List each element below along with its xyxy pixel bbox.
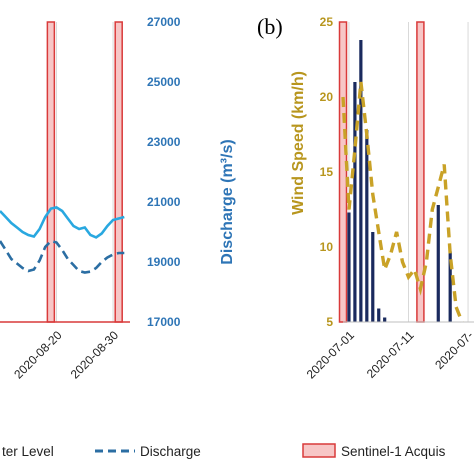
panel-a-discharge-chart: 17000 19000 21000 23000 25000 27000 2020-08-2… (0, 15, 236, 381)
wind-speed-axis-ticks: 5 10 15 20 25 (320, 15, 334, 329)
precipitation-bar (383, 317, 387, 322)
precipitation-bars (347, 40, 452, 322)
precipitation-bar (371, 232, 375, 322)
panel-a-x-tick-label: 2020-08-20 (11, 328, 65, 382)
panel-a-sentinel-bands (46, 21, 123, 323)
discharge-tick-label: 25000 (147, 75, 181, 89)
precipitation-bar (359, 40, 363, 322)
sentinel-acquisition-band (46, 21, 56, 323)
discharge-tick-label: 23000 (147, 135, 181, 149)
legend-sentinel-label: Sentinel-1 Acquis (341, 444, 446, 459)
legend-discharge-label: Discharge (140, 444, 201, 459)
precipitation-bar (377, 308, 381, 322)
discharge-tick-label: 27000 (147, 15, 181, 29)
panel-b-x-tick-label: 2020-07-11 (364, 328, 417, 381)
water-level-line (0, 206, 125, 239)
panel-b-x-tick-label: 2020-07-01 (304, 328, 358, 382)
precipitation-bar (365, 130, 369, 322)
wind-speed-line (341, 81, 464, 323)
legend-right: Sentinel-1 Acquis (302, 443, 446, 459)
discharge-axis-label: Discharge (m³/s) (219, 139, 236, 264)
wind-speed-tick-label: 20 (320, 90, 334, 104)
panel-b-x-ticks: 2020-07-01 2020-07-11 2020-07- (304, 328, 474, 382)
panel-b-label: (b) (257, 14, 283, 39)
legend-left: ter Level Discharge (2, 444, 201, 459)
discharge-tick-label: 21000 (147, 195, 181, 209)
precipitation-bar (353, 82, 357, 322)
precipitation-bar (436, 205, 440, 322)
discharge-tick-label: 17000 (147, 315, 181, 329)
sentinel-acquisition-band (114, 21, 123, 323)
wind-speed-tick-label: 25 (320, 15, 334, 29)
panel-a-gridlines (56, 22, 114, 322)
wind-speed-tick-label: 10 (320, 240, 334, 254)
legend-sentinel-swatch (302, 443, 336, 458)
wind-speed-tick-label: 5 (326, 315, 333, 329)
wind-speed-axis-label: Wind Speed (km/h) (290, 71, 307, 215)
discharge-tick-label: 19000 (147, 255, 181, 269)
precipitation-bar (347, 212, 351, 322)
panel-a-x-ticks: 2020-08-20 2020-08-30 (11, 328, 121, 382)
discharge-axis-ticks: 17000 19000 21000 23000 25000 27000 (147, 15, 181, 329)
sentinel-acquisition-band (338, 21, 348, 323)
wind-speed-tick-label: 15 (320, 165, 334, 179)
panel-b-x-tick-label: 2020-07- (432, 328, 474, 372)
precipitation-bar (448, 251, 452, 322)
discharge-line (0, 239, 125, 274)
panel-a-x-tick-label: 2020-08-30 (68, 328, 122, 382)
legend-water-level-label: ter Level (2, 444, 54, 459)
